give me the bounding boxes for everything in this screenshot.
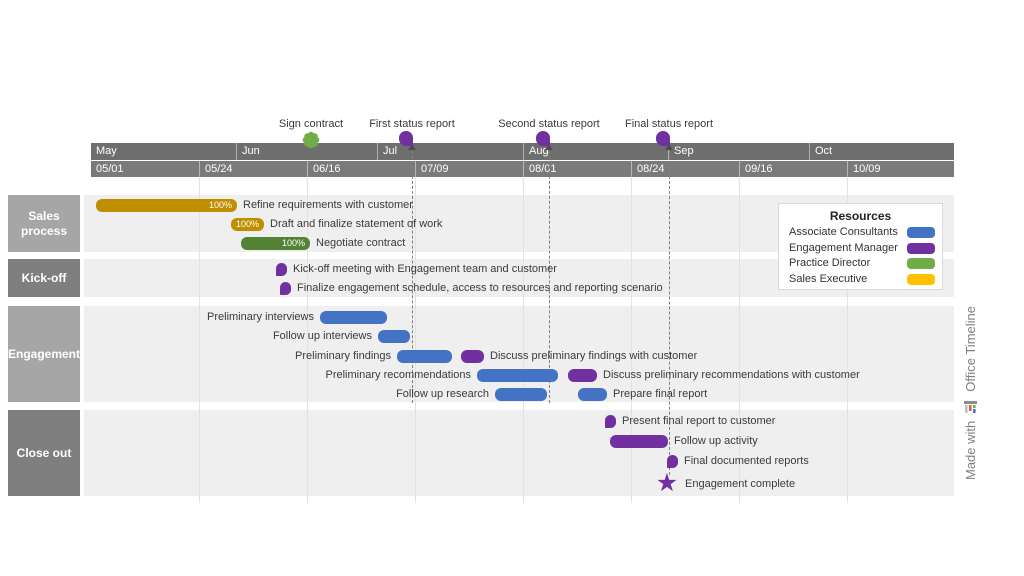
legend-item-label: Sales Executive — [789, 272, 868, 285]
legend-item: Engagement Manager — [789, 242, 935, 256]
task-label: Final documented reports — [684, 455, 809, 467]
swimlane-label: Engagement — [8, 306, 80, 402]
task-bar — [477, 369, 558, 382]
task-label: Preliminary interviews — [207, 311, 314, 323]
task-bar — [610, 435, 668, 448]
legend-color-chip — [907, 258, 935, 269]
month-cell: Jul — [377, 143, 523, 160]
milestone-label: Second status report — [498, 118, 600, 130]
task-label: Discuss preliminary findings with custom… — [490, 350, 698, 362]
month-cell: May — [91, 143, 236, 160]
watermark: Made with Office Timeline — [961, 269, 979, 517]
task-bar: 100% — [231, 218, 264, 231]
office-timeline-logo-icon — [963, 399, 978, 414]
progress-label: 100% — [235, 219, 259, 229]
date-cell: 10/09 — [847, 161, 954, 177]
legend-item: Associate Consultants — [789, 226, 935, 240]
task-label: Follow up activity — [674, 435, 758, 447]
legend-item-label: Practice Director — [789, 257, 871, 269]
legend-item: Practice Director — [789, 257, 935, 271]
task-bar — [397, 350, 452, 363]
engagement-complete-star-icon: ★ — [655, 469, 679, 497]
progress-label: 100% — [281, 238, 305, 248]
date-cell: 07/09 — [415, 161, 523, 177]
milestone-dashed-line — [412, 151, 413, 403]
task-bar — [578, 388, 607, 401]
task-label: Follow up interviews — [272, 330, 372, 342]
task-bar: 100% — [96, 199, 237, 212]
lane-background — [84, 410, 954, 496]
task-label: Present final report to customer — [622, 415, 776, 427]
swimlane-label: Close out — [8, 410, 80, 496]
grid-line — [739, 177, 740, 503]
legend-color-chip — [907, 273, 935, 285]
task-milestone-marker — [280, 282, 291, 295]
date-cell: 08/24 — [631, 161, 739, 177]
task-label: Kick-off meeting with Engagement team an… — [293, 263, 557, 275]
watermark-made-with: Made with — [962, 420, 978, 480]
task-milestone-marker — [667, 455, 678, 468]
swimlane-label: Kick-off — [8, 259, 80, 297]
grid-line — [307, 177, 308, 503]
task-milestone-marker — [276, 263, 287, 276]
grid-line — [631, 177, 632, 503]
task-label: Finalize engagement schedule, access to … — [297, 282, 663, 294]
milestone-label: Sign contract — [278, 118, 344, 130]
grid-line — [415, 177, 416, 503]
swimlane-label: Sales process — [8, 195, 80, 252]
milestone-dashed-line — [669, 151, 670, 475]
task-label: Engagement complete — [685, 478, 796, 490]
task-bar — [568, 369, 597, 382]
task-label: Discuss preliminary recommendations with… — [603, 369, 860, 381]
legend-color-chip — [907, 242, 935, 254]
legend-item-label: Engagement Manager — [789, 241, 898, 254]
month-cell: Jun — [236, 143, 377, 160]
progress-label: 100% — [208, 200, 232, 210]
task-label: Prepare final report — [613, 388, 708, 400]
legend: Resources Associate Consultants Engagemen… — [778, 203, 943, 290]
month-cell: Oct — [809, 143, 954, 160]
legend-item-label: Associate Consultants — [789, 226, 898, 238]
legend-item: Sales Executive — [789, 273, 935, 287]
grid-line — [847, 177, 848, 503]
sign-contract-flower-icon — [301, 130, 321, 155]
legend-color-chip — [907, 227, 935, 238]
milestone-label: Final status report — [624, 118, 714, 130]
date-cell: 05/01 — [91, 161, 199, 177]
task-bar — [320, 311, 387, 324]
watermark-brand: Office Timeline — [962, 306, 978, 392]
task-label: Draft and finalize statement of work — [270, 218, 443, 230]
date-cell: 05/24 — [199, 161, 307, 177]
task-bar — [378, 330, 410, 343]
milestone-pin-icon — [656, 131, 670, 146]
task-label: Follow up research — [396, 388, 489, 400]
milestone-arrow-icon — [408, 144, 416, 150]
task-label: Refine requirements with customer — [243, 199, 413, 211]
date-cell: 06/16 — [307, 161, 415, 177]
date-cell: 09/16 — [739, 161, 847, 177]
legend-title: Resources — [829, 209, 892, 223]
milestone-dashed-line — [549, 151, 550, 403]
milestone-arrow-icon — [545, 144, 553, 150]
task-bar — [495, 388, 547, 401]
task-label: Preliminary findings — [295, 350, 391, 362]
month-cell: Aug — [523, 143, 668, 160]
task-label: Preliminary recommendations — [325, 369, 472, 381]
task-bar — [461, 350, 484, 363]
milestone-pin-icon — [536, 131, 550, 146]
task-milestone-marker — [605, 415, 616, 428]
grid-line — [523, 177, 524, 503]
milestone-arrow-icon — [665, 144, 673, 150]
month-cell: Sep — [668, 143, 809, 160]
task-label: Negotiate contract — [316, 237, 406, 249]
task-bar: 100% — [241, 237, 310, 250]
milestone-pin-icon — [399, 131, 413, 146]
grid-line — [199, 177, 200, 503]
lane-background — [84, 306, 954, 402]
milestone-label: First status report — [369, 118, 455, 130]
date-cell: 08/01 — [523, 161, 631, 177]
